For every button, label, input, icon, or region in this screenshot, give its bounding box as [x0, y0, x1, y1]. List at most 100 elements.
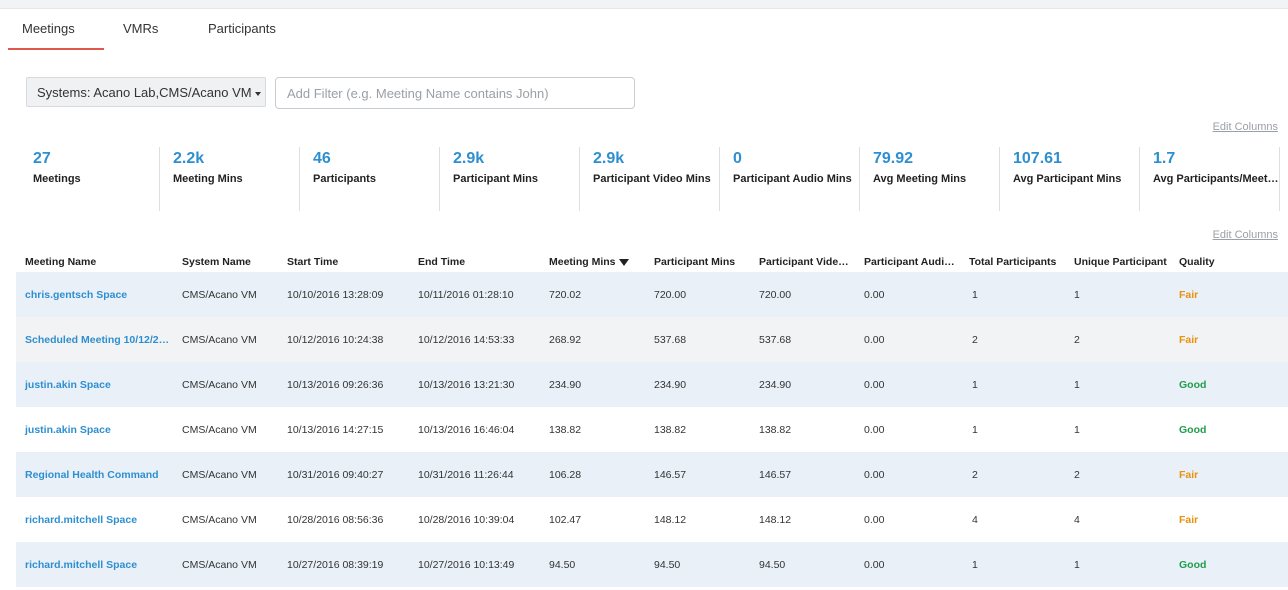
cell-meeting-name[interactable]: justin.akin Space [25, 423, 111, 436]
cell-quality: Fair [1179, 513, 1199, 526]
stat-label: Participant Mins [453, 173, 538, 185]
cell-meeting-name[interactable]: justin.akin Space [25, 378, 111, 391]
tab-meetings[interactable]: Meetings [8, 9, 104, 50]
cell-system-name: CMS/Acano VM [182, 513, 257, 526]
cell-unique-participant: 2 [1074, 333, 1080, 346]
stat-tile: 2.9k Participant Video Mins [580, 147, 720, 211]
stat-label: Avg Participant Mins [1013, 173, 1122, 185]
cell-quality: Fair [1179, 468, 1199, 481]
cell-system-name: CMS/Acano VM [182, 468, 257, 481]
cell-participant-audio-mins: 0.00 [864, 468, 885, 481]
table-row[interactable]: richard.mitchell Space CMS/Acano VM 10/28/… [16, 497, 1288, 542]
cell-unique-participant: 1 [1074, 558, 1080, 571]
cell-participant-mins: 138.82 [654, 423, 687, 436]
cell-total-participants: 2 [972, 468, 978, 481]
stat-value: 79.92 [873, 150, 914, 167]
cell-participant-audio-mins: 0.00 [864, 333, 885, 346]
stat-value: 2.2k [173, 150, 205, 167]
cell-participant-video-mins: 146.57 [759, 468, 792, 481]
stat-value: 0 [733, 150, 742, 167]
cell-meeting-mins: 106.28 [549, 468, 582, 481]
table-row[interactable]: Regional Health Command CMS/Acano VM 10/31… [16, 452, 1288, 497]
cell-end-time: 10/13/2016 16:46:04 [418, 423, 515, 436]
stat-label: Meetings [33, 173, 81, 185]
systems-dropdown[interactable]: Systems: Acano Lab,CMS/Acano VM [26, 77, 266, 107]
add-filter-input[interactable] [275, 77, 635, 109]
cell-total-participants: 4 [972, 513, 978, 526]
table-row[interactable]: justin.akin Space CMS/Acano VM 10/13/2016 … [16, 362, 1288, 407]
cell-quality: Fair [1179, 333, 1199, 346]
cell-end-time: 10/12/2016 14:53:33 [418, 333, 515, 346]
meetings-table-body: chris.gentsch Space CMS/Acano VM 10/10/201… [16, 272, 1288, 587]
stat-label: Participant Video Mins [593, 173, 711, 185]
cell-participant-mins: 94.50 [654, 558, 681, 571]
cell-participant-audio-mins: 0.00 [864, 558, 885, 571]
cell-meeting-name[interactable]: chris.gentsch Space [25, 288, 128, 301]
cell-total-participants: 1 [972, 288, 978, 301]
table-row[interactable]: justin.akin Space CMS/Acano VM 10/13/2016 … [16, 407, 1288, 452]
cell-total-participants: 2 [972, 333, 978, 346]
stat-value: 2.9k [593, 150, 625, 167]
cell-system-name: CMS/Acano VM [182, 423, 257, 436]
cell-meeting-name[interactable]: Scheduled Meeting 10/12/2016 10:24 [25, 333, 173, 346]
stat-tile: 27 Meetings [20, 147, 160, 211]
cell-participant-audio-mins: 0.00 [864, 513, 885, 526]
cell-participant-mins: 148.12 [654, 513, 687, 526]
systems-dropdown-label: Systems: Acano Lab,CMS/Acano VM [37, 85, 252, 100]
col-header-meeting-mins-label: Meeting Mins [549, 256, 616, 268]
cell-meeting-mins: 268.92 [549, 333, 582, 346]
cell-start-time: 10/13/2016 09:26:36 [287, 378, 384, 391]
tab-vmrs[interactable]: VMRs [123, 21, 159, 36]
cell-unique-participant: 1 [1074, 423, 1080, 436]
col-header-meeting-mins[interactable]: Meeting Mins [540, 251, 645, 279]
cell-system-name: CMS/Acano VM [182, 288, 257, 301]
caret-down-icon [254, 91, 261, 96]
tab-participants[interactable]: Participants [208, 21, 276, 36]
stat-tile: 79.92 Avg Meeting Mins [860, 147, 1000, 211]
table-row[interactable]: Scheduled Meeting 10/12/2016 10:24 CMS/Ac… [16, 317, 1288, 362]
stat-value: 107.61 [1013, 150, 1062, 167]
stat-tile: 46 Participants [300, 147, 440, 211]
cell-quality: Good [1179, 378, 1207, 391]
cell-meeting-mins: 94.50 [549, 558, 576, 571]
cell-unique-participant: 1 [1074, 288, 1080, 301]
cell-participant-video-mins: 94.50 [759, 558, 786, 571]
cell-start-time: 10/28/2016 08:56:36 [287, 513, 384, 526]
cell-system-name: CMS/Acano VM [182, 558, 257, 571]
cell-meeting-mins: 720.02 [549, 288, 582, 301]
table-header: Meeting Name System Name Start Time End … [16, 251, 1288, 279]
cell-meeting-mins: 234.90 [549, 378, 582, 391]
cell-meeting-mins: 102.47 [549, 513, 582, 526]
cell-quality: Good [1179, 558, 1207, 571]
cell-end-time: 10/13/2016 13:21:30 [418, 378, 515, 391]
cell-participant-video-mins: 720.00 [759, 288, 792, 301]
cell-participant-video-mins: 537.68 [759, 333, 792, 346]
cell-participant-audio-mins: 0.00 [864, 288, 885, 301]
cell-meeting-name[interactable]: richard.mitchell Space [25, 513, 138, 526]
cell-participant-mins: 234.90 [654, 378, 687, 391]
table-row[interactable]: richard.mitchell Space CMS/Acano VM 10/27/… [16, 542, 1288, 587]
cell-total-participants: 1 [972, 423, 978, 436]
stat-label: Meeting Mins [173, 173, 243, 185]
cell-system-name: CMS/Acano VM [182, 378, 257, 391]
edit-columns-link-stats[interactable]: Edit Columns [1212, 121, 1278, 133]
cell-meeting-name[interactable]: Regional Health Command [25, 468, 159, 481]
stat-value: 27 [33, 150, 51, 167]
cell-meeting-name[interactable]: richard.mitchell Space [25, 558, 138, 571]
cell-start-time: 10/27/2016 08:39:19 [287, 558, 384, 571]
cell-end-time: 10/28/2016 10:39:04 [418, 513, 515, 526]
cell-participant-mins: 720.00 [654, 288, 687, 301]
cell-participant-audio-mins: 0.00 [864, 423, 885, 436]
stat-label: Participant Audio Mins [733, 173, 852, 185]
table-row[interactable]: chris.gentsch Space CMS/Acano VM 10/10/201… [16, 272, 1288, 317]
cell-meeting-mins: 138.82 [549, 423, 582, 436]
cell-total-participants: 1 [972, 558, 978, 571]
cell-unique-participant: 4 [1074, 513, 1080, 526]
stat-tile: 0 Participant Audio Mins [720, 147, 860, 211]
stat-tile: 1.7 Avg Participants/Meeting [1140, 147, 1281, 211]
cell-participant-mins: 146.57 [654, 468, 687, 481]
cell-start-time: 10/10/2016 13:28:09 [287, 288, 384, 301]
cell-end-time: 10/27/2016 10:13:49 [418, 558, 515, 571]
stat-label: Participants [313, 173, 376, 185]
edit-columns-link-table[interactable]: Edit Columns [1212, 229, 1278, 241]
